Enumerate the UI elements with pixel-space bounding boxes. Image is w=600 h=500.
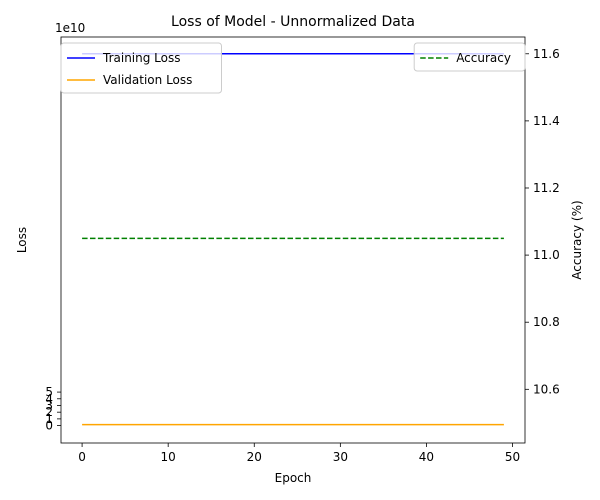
y-right-tick-label: 11.4 xyxy=(533,114,560,128)
y-right-tick-label: 11.0 xyxy=(533,248,560,262)
y-right-tick-label: 10.8 xyxy=(533,315,560,329)
x-tick-label: 0 xyxy=(78,450,86,464)
y-right-tick-label: 10.6 xyxy=(533,382,560,396)
legend-label: Validation Loss xyxy=(103,73,192,87)
x-axis-label: Epoch xyxy=(275,471,312,485)
y-right-tick-label: 11.6 xyxy=(533,47,560,61)
chart-title: Loss of Model - Unnormalized Data xyxy=(171,14,415,30)
y-left-tick-label: 4 xyxy=(45,392,53,406)
x-tick-label: 20 xyxy=(247,450,262,464)
x-tick-label: 10 xyxy=(161,450,176,464)
legend-layer: Training Loss Validation Loss Accuracy xyxy=(60,42,526,94)
y-left-tick-label: 3 xyxy=(45,398,53,412)
x-tick-label: 30 xyxy=(333,450,348,464)
legend-box xyxy=(413,42,526,72)
legend-box xyxy=(60,42,222,94)
y-axis-label-left: Loss xyxy=(15,227,29,253)
y-left-tick-label: 2 xyxy=(45,405,53,419)
x-tick-label: 40 xyxy=(419,450,434,464)
y-axis-offset-text: 1e10 xyxy=(55,21,85,35)
plot-frame xyxy=(60,36,526,444)
y-left-tick-label: 5 xyxy=(45,385,53,399)
y-right-tick-label: 11.2 xyxy=(533,181,560,195)
x-tick-label: 50 xyxy=(505,450,520,464)
legend-label: Training Loss xyxy=(102,51,180,65)
legend-label: Accuracy xyxy=(456,51,511,65)
y-left-tick-label: 0 xyxy=(45,419,53,433)
y-left-tick-label: 1 xyxy=(45,412,53,426)
y-axis-label-right: Accuracy (%) xyxy=(570,200,584,279)
